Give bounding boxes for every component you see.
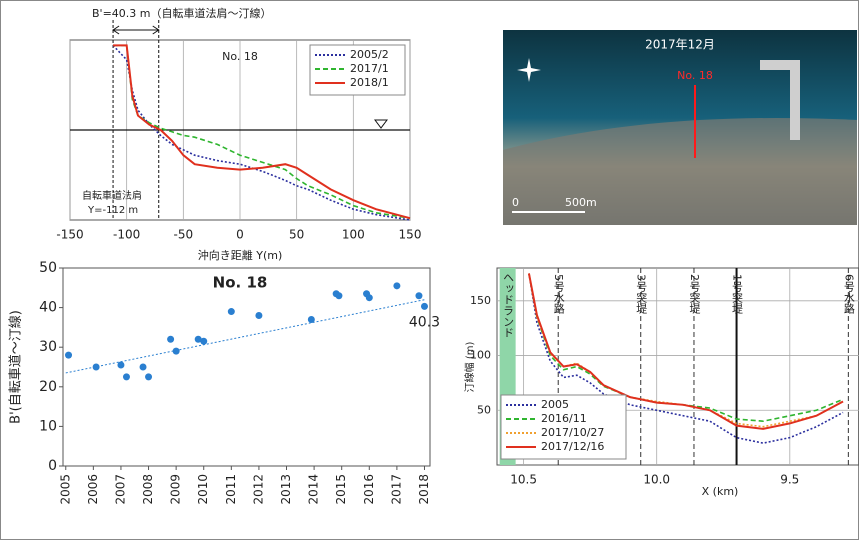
y-axis-label: B'(自転車道～汀線)	[8, 310, 24, 424]
x-tick-label: 50	[289, 228, 304, 242]
point	[167, 336, 174, 343]
x-tick-label: 2011	[224, 474, 238, 505]
point	[200, 338, 207, 345]
x-axis-label: X (km)	[702, 485, 739, 498]
x-tick-label: 2017	[389, 474, 403, 505]
y-tick-label: 10	[39, 418, 57, 434]
water-symbol	[375, 120, 387, 128]
legend-label: 2017/10/27	[541, 426, 604, 439]
annotation: B'=40.3 m（自転車道法肩～汀線）	[92, 6, 272, 20]
structure-label: 6号水路	[842, 274, 855, 315]
x-tick-label: 2014	[307, 474, 321, 505]
x-tick-label: 2005	[58, 474, 72, 505]
point	[140, 364, 147, 371]
point	[65, 352, 72, 359]
x-tick-label: -150	[56, 228, 83, 242]
point	[255, 312, 262, 319]
x-tick-label: 2010	[196, 474, 210, 505]
point	[393, 282, 400, 289]
structure-label: 1号突堤	[731, 274, 744, 314]
width-arrow	[113, 26, 159, 34]
legend-label: 2017/1	[350, 62, 389, 75]
x-tick-label: 2013	[279, 474, 293, 505]
marker-value-label: Y=-112 m	[87, 205, 138, 216]
x-axis-label: 沖向き距離 Y(m)	[198, 248, 283, 262]
point	[145, 373, 152, 380]
point	[308, 316, 315, 323]
y-tick-label: 40	[39, 300, 57, 316]
x-tick-label: -100	[113, 228, 140, 242]
y-tick-label: 20	[39, 379, 57, 395]
structure-label: 3号突堤	[635, 274, 648, 314]
x-tick-label: 9.5	[780, 473, 799, 487]
x-tick-label: 2008	[141, 474, 155, 505]
x-tick-label: 2009	[169, 474, 183, 505]
point	[415, 292, 422, 299]
x-tick-label: 2018	[417, 474, 431, 505]
y-tick-label: 0	[48, 458, 57, 474]
scale-end: 500m	[565, 196, 597, 209]
structure-label: 5号水路	[552, 274, 565, 315]
photo-label: No. 18	[677, 69, 713, 82]
y-tick-label: 100	[470, 349, 491, 362]
point	[335, 292, 342, 299]
point	[228, 308, 235, 315]
x-tick-label: 100	[342, 228, 365, 242]
value-label: 40.3	[409, 314, 440, 330]
legend-label: 2017/12/16	[541, 440, 604, 453]
chart-title: No. 18	[213, 274, 268, 292]
photo-date: 2017年12月	[645, 38, 715, 52]
point	[117, 362, 124, 369]
point	[366, 294, 373, 301]
page: B'=40.3 m（自転車道法肩～汀線） No. 18 自転車道法肩 Y=-11…	[0, 0, 859, 540]
y-tick-label: 30	[39, 339, 57, 355]
y-tick-label: 50	[477, 403, 491, 416]
legend-label: 2016/11	[541, 412, 587, 425]
x-tick-label: -50	[174, 228, 194, 242]
x-tick-label: 2007	[113, 474, 127, 505]
x-tick-label: 2006	[86, 474, 100, 505]
legend-label: 2018/1	[350, 76, 389, 89]
x-tick-label: 10.0	[643, 473, 670, 487]
point	[93, 364, 100, 371]
x-tick-label: 0	[236, 228, 244, 242]
plot-area	[63, 268, 430, 466]
y-tick-label: 50	[39, 260, 57, 276]
x-tick-label: 2016	[362, 474, 376, 505]
headland-label: ヘッドランド	[502, 272, 515, 338]
point	[173, 348, 180, 355]
x-tick-label: 150	[399, 228, 422, 242]
x-tick-label: 2012	[251, 474, 265, 505]
marker-label: 自転車道法肩	[82, 189, 142, 202]
legend-label: 2005	[541, 398, 569, 411]
point	[421, 303, 428, 310]
point	[123, 373, 130, 380]
y-tick-label: 150	[470, 294, 491, 307]
structure-label: 2号突堤	[688, 274, 701, 314]
scale-start: 0	[512, 196, 519, 209]
legend-label: 2005/2	[350, 48, 389, 61]
x-tick-label: 10.5	[510, 473, 537, 487]
x-tick-label: 2015	[334, 474, 348, 505]
